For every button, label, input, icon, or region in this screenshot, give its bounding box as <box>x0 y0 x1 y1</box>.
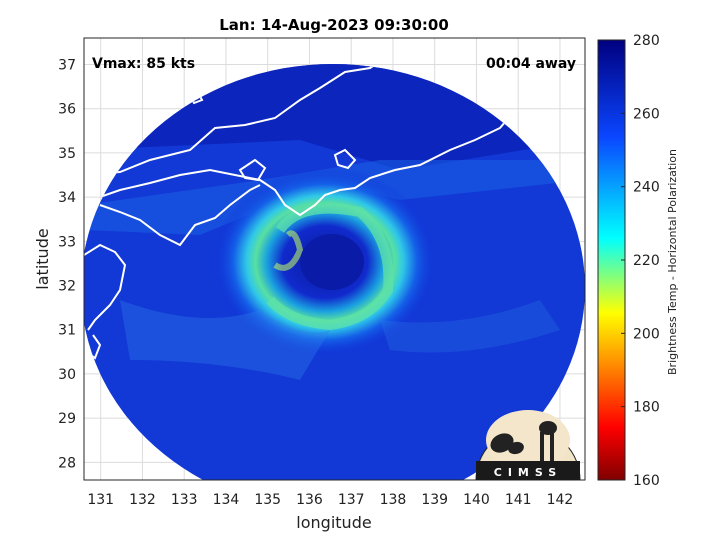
x-tick-label: 139 <box>421 492 448 508</box>
y-tick-label: 32 <box>58 279 76 295</box>
y-tick-label: 28 <box>58 455 76 471</box>
y-tick-label: 30 <box>58 367 76 383</box>
y-axis-title: latitude <box>33 228 52 289</box>
colorbar-tick-label: 200 <box>633 326 660 342</box>
x-tick-label: 136 <box>296 492 323 508</box>
y-tick-label: 37 <box>58 58 76 74</box>
colorbar-tick-label: 260 <box>633 106 660 122</box>
colorbar-tick-label: 280 <box>633 33 660 49</box>
y-tick-label: 34 <box>58 190 76 206</box>
time-away-annotation: 00:04 away <box>486 56 576 72</box>
y-tick-label: 29 <box>58 411 76 427</box>
colorbar-tick-label: 180 <box>633 400 660 416</box>
logo-text: CIMSS <box>494 466 562 479</box>
chart-title: Lan: 14-Aug-2023 09:30:00 <box>219 16 449 34</box>
axes-frame <box>83 37 586 481</box>
x-tick-label: 134 <box>213 492 240 508</box>
colorbar-tick-label: 220 <box>633 253 660 269</box>
x-tick-label: 141 <box>505 492 532 508</box>
y-tick-labels: 28 29 30 31 32 33 34 35 36 37 <box>58 58 76 472</box>
x-tick-label: 132 <box>129 492 156 508</box>
y-tick-label: 36 <box>58 102 76 118</box>
coastline <box>84 64 522 360</box>
y-tick-label: 35 <box>58 146 76 162</box>
x-tick-label: 133 <box>171 492 198 508</box>
x-tick-label: 135 <box>254 492 281 508</box>
y-tick-label: 33 <box>58 234 76 250</box>
x-tick-label: 131 <box>87 492 114 508</box>
vmax-annotation: Vmax: 85 kts <box>92 56 195 72</box>
x-axis-title: longitude <box>296 513 371 532</box>
y-tick-label: 31 <box>58 323 76 339</box>
colorbar-label: Brightness Temp - Horizontal Polarizatio… <box>666 149 679 375</box>
cimss-logo: CIMSS <box>475 410 581 481</box>
x-tick-label: 138 <box>380 492 407 508</box>
x-tick-labels: 131 132 133 134 135 136 137 138 139 140 141 142 <box>87 492 573 508</box>
x-tick-label: 142 <box>547 492 574 508</box>
x-tick-label: 140 <box>463 492 490 508</box>
colorbar-tick-label: 160 <box>633 473 660 489</box>
x-tick-label: 137 <box>338 492 365 508</box>
colorbar-tick-label: 240 <box>633 180 660 196</box>
colorbar <box>597 39 626 481</box>
colorbar-tick-labels: 160 180 200 220 240 260 280 <box>621 33 660 489</box>
